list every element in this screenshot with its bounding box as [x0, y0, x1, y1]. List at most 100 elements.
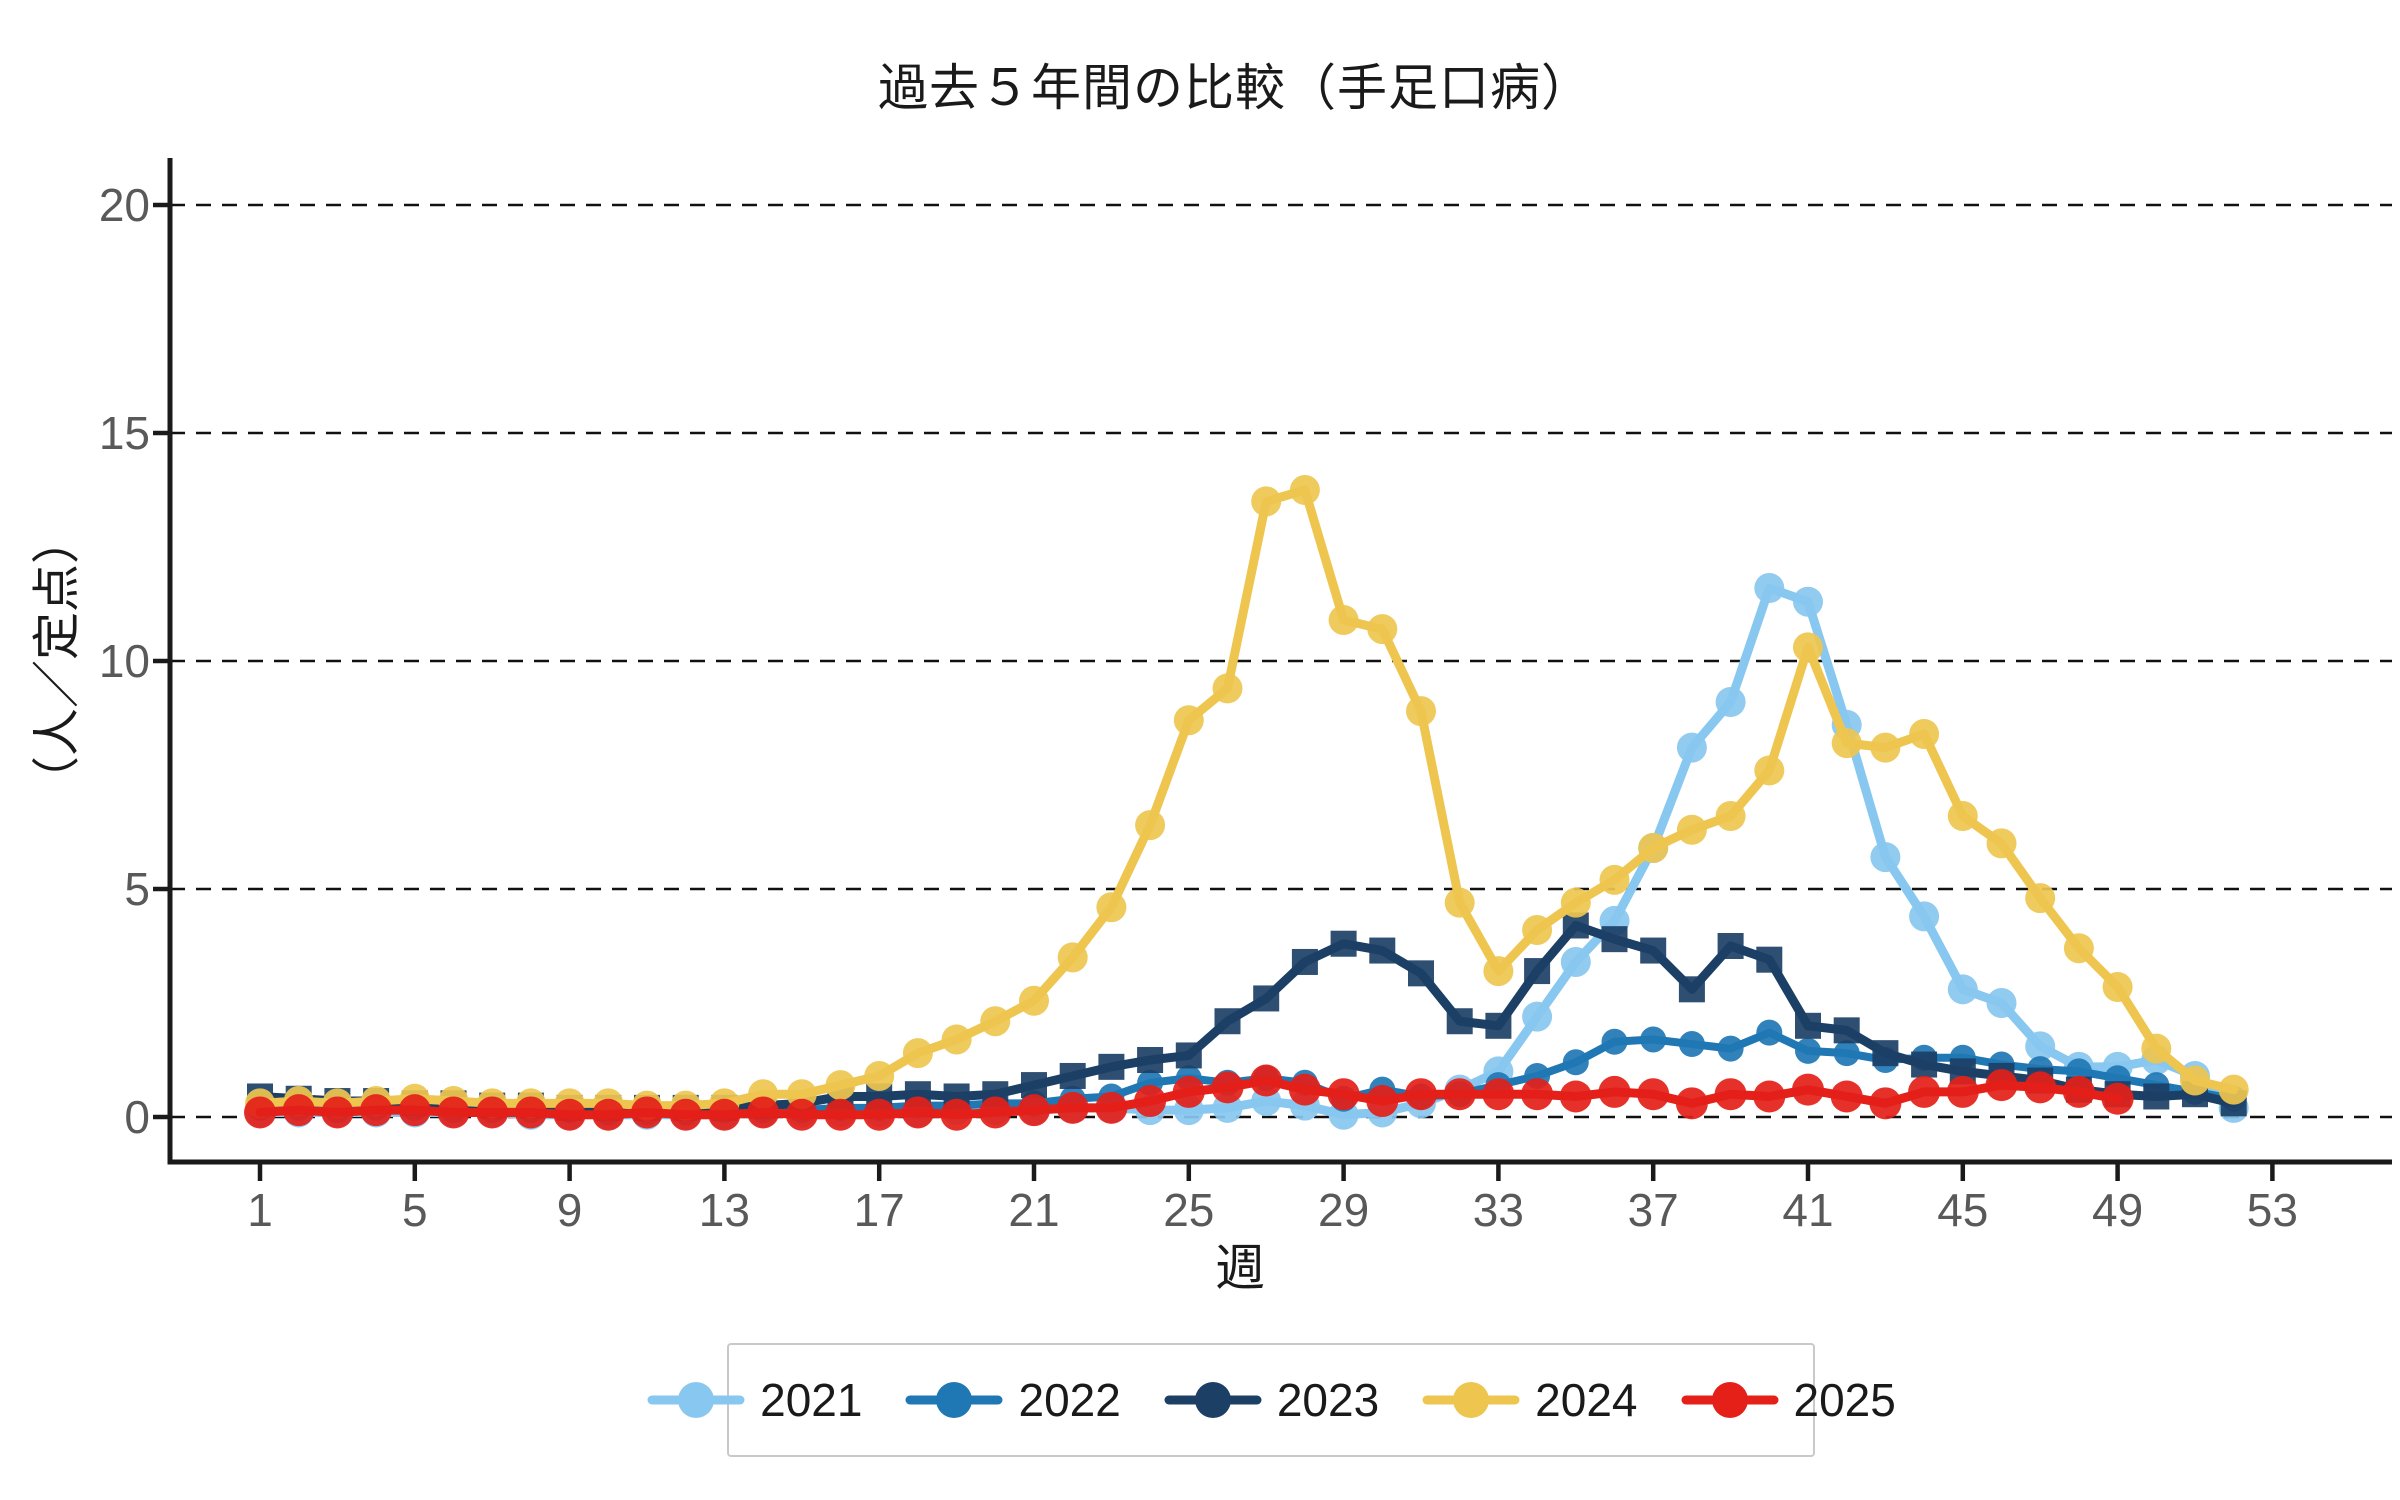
data-point-2024 — [2180, 1065, 2210, 1096]
x-tick-label-45: 45 — [1937, 1184, 1989, 1236]
data-point-2024 — [1212, 673, 1243, 704]
data-point-2025 — [1675, 1087, 1708, 1120]
data-point-2025 — [2062, 1075, 2095, 1108]
data-point-2023 — [1214, 1008, 1241, 1035]
data-point-2022 — [1601, 1028, 1628, 1055]
data-point-2021 — [1560, 946, 1591, 977]
data-point-2021 — [1754, 573, 1785, 604]
x-tick-label-41: 41 — [1782, 1184, 1834, 1236]
x-tick-label-53: 53 — [2246, 1184, 2298, 1236]
data-point-2024 — [2025, 883, 2056, 914]
data-point-2023 — [1795, 1012, 1821, 1039]
legend-label-2021: 2021 — [760, 1374, 863, 1426]
data-point-2024 — [1057, 942, 1088, 973]
data-point-2021 — [1793, 586, 1823, 617]
data-point-2025 — [1985, 1069, 2018, 1102]
series-2025 — [244, 1064, 2134, 1131]
data-point-2024 — [2063, 933, 2094, 964]
data-point-2023 — [1601, 926, 1628, 953]
data-point-2025 — [940, 1098, 973, 1131]
data-point-2024 — [1522, 915, 1553, 946]
data-point-2023 — [1524, 958, 1551, 985]
data-point-2023 — [1446, 1008, 1473, 1035]
data-point-2025 — [708, 1098, 741, 1131]
data-point-2024 — [1019, 985, 1049, 1016]
data-point-2023 — [1717, 933, 1744, 959]
data-point-2024 — [980, 1006, 1011, 1037]
data-point-2025 — [1134, 1085, 1167, 1118]
data-point-2024 — [1715, 801, 1746, 832]
x-tick-label-9: 9 — [556, 1184, 583, 1236]
x-tick-label-37: 37 — [1627, 1184, 1679, 1236]
x-tick-label-25: 25 — [1163, 1184, 1215, 1236]
data-point-2024 — [1870, 732, 1901, 763]
data-point-2024 — [1599, 864, 1630, 895]
data-point-2025 — [592, 1098, 625, 1131]
data-point-2024 — [902, 1038, 933, 1069]
data-point-2025 — [863, 1098, 896, 1131]
data-point-2024 — [1754, 755, 1785, 786]
data-point-2024 — [2218, 1074, 2249, 1105]
data-point-2023 — [1872, 1040, 1899, 1067]
data-point-2025 — [1172, 1075, 1205, 1108]
data-point-2025 — [437, 1096, 470, 1129]
legend-marker-2021 — [647, 1382, 745, 1418]
data-point-2025 — [1714, 1078, 1747, 1111]
data-point-2023 — [1408, 960, 1434, 987]
data-point-2022 — [1640, 1026, 1667, 1053]
x-tick-label-13: 13 — [698, 1184, 750, 1236]
data-point-2023 — [2143, 1083, 2170, 1110]
data-point-2024 — [1986, 828, 2017, 859]
data-point-2025 — [1482, 1078, 1515, 1111]
data-point-2022 — [1717, 1035, 1744, 1062]
legend-marker-2023 — [1164, 1382, 1262, 1418]
legend-marker-2024 — [1422, 1382, 1520, 1418]
data-point-2024 — [1793, 632, 1823, 663]
y-tick-label-15: 15 — [98, 407, 150, 459]
legend-item-2025: 2025 — [1680, 1370, 1896, 1430]
data-point-2025 — [1443, 1078, 1476, 1111]
data-point-2023 — [1330, 930, 1357, 957]
data-point-2025 — [2101, 1082, 2134, 1115]
legend-item-2023: 2023 — [1163, 1370, 1379, 1430]
data-point-2021 — [1909, 901, 1940, 932]
data-point-2022 — [1678, 1031, 1705, 1058]
data-point-2025 — [1521, 1078, 1554, 1111]
data-point-2024 — [1831, 728, 1862, 759]
y-tick-label-10: 10 — [98, 635, 150, 687]
data-point-2025 — [1598, 1075, 1631, 1108]
data-point-2025 — [1405, 1078, 1437, 1111]
x-tick-label-29: 29 — [1318, 1184, 1370, 1236]
data-point-2024 — [1367, 614, 1398, 645]
data-point-2025 — [1830, 1080, 1863, 1113]
data-point-2025 — [514, 1096, 547, 1129]
data-point-2024 — [864, 1060, 895, 1091]
data-point-2025 — [1250, 1064, 1283, 1097]
data-point-2024 — [1909, 718, 1940, 749]
data-point-2024 — [825, 1070, 856, 1101]
series-2024 — [245, 475, 2249, 1121]
data-point-2024 — [1251, 486, 1282, 517]
data-point-2024 — [941, 1024, 972, 1055]
data-point-2024 — [1328, 604, 1359, 635]
data-point-2023 — [1059, 1062, 1086, 1089]
data-point-2025 — [1211, 1071, 1244, 1104]
data-point-2025 — [244, 1096, 276, 1129]
data-point-2025 — [824, 1098, 857, 1131]
data-point-2025 — [747, 1096, 780, 1129]
data-point-2025 — [901, 1096, 934, 1129]
data-point-2024 — [1289, 475, 1320, 505]
data-point-2021 — [1522, 1001, 1553, 1032]
data-point-2024 — [2102, 972, 2133, 1003]
data-point-2024 — [1676, 814, 1707, 845]
data-point-2025 — [1753, 1080, 1786, 1113]
legend-label-2023: 2023 — [1276, 1374, 1380, 1426]
data-point-2023 — [1291, 948, 1318, 975]
data-point-2024 — [1483, 956, 1514, 987]
data-point-2025 — [1056, 1091, 1089, 1124]
data-point-2021 — [1986, 988, 2017, 1018]
data-point-2025 — [1018, 1094, 1050, 1127]
data-point-2023 — [1137, 1047, 1164, 1073]
data-point-2022 — [1795, 1037, 1821, 1064]
data-point-2024 — [1560, 887, 1591, 918]
